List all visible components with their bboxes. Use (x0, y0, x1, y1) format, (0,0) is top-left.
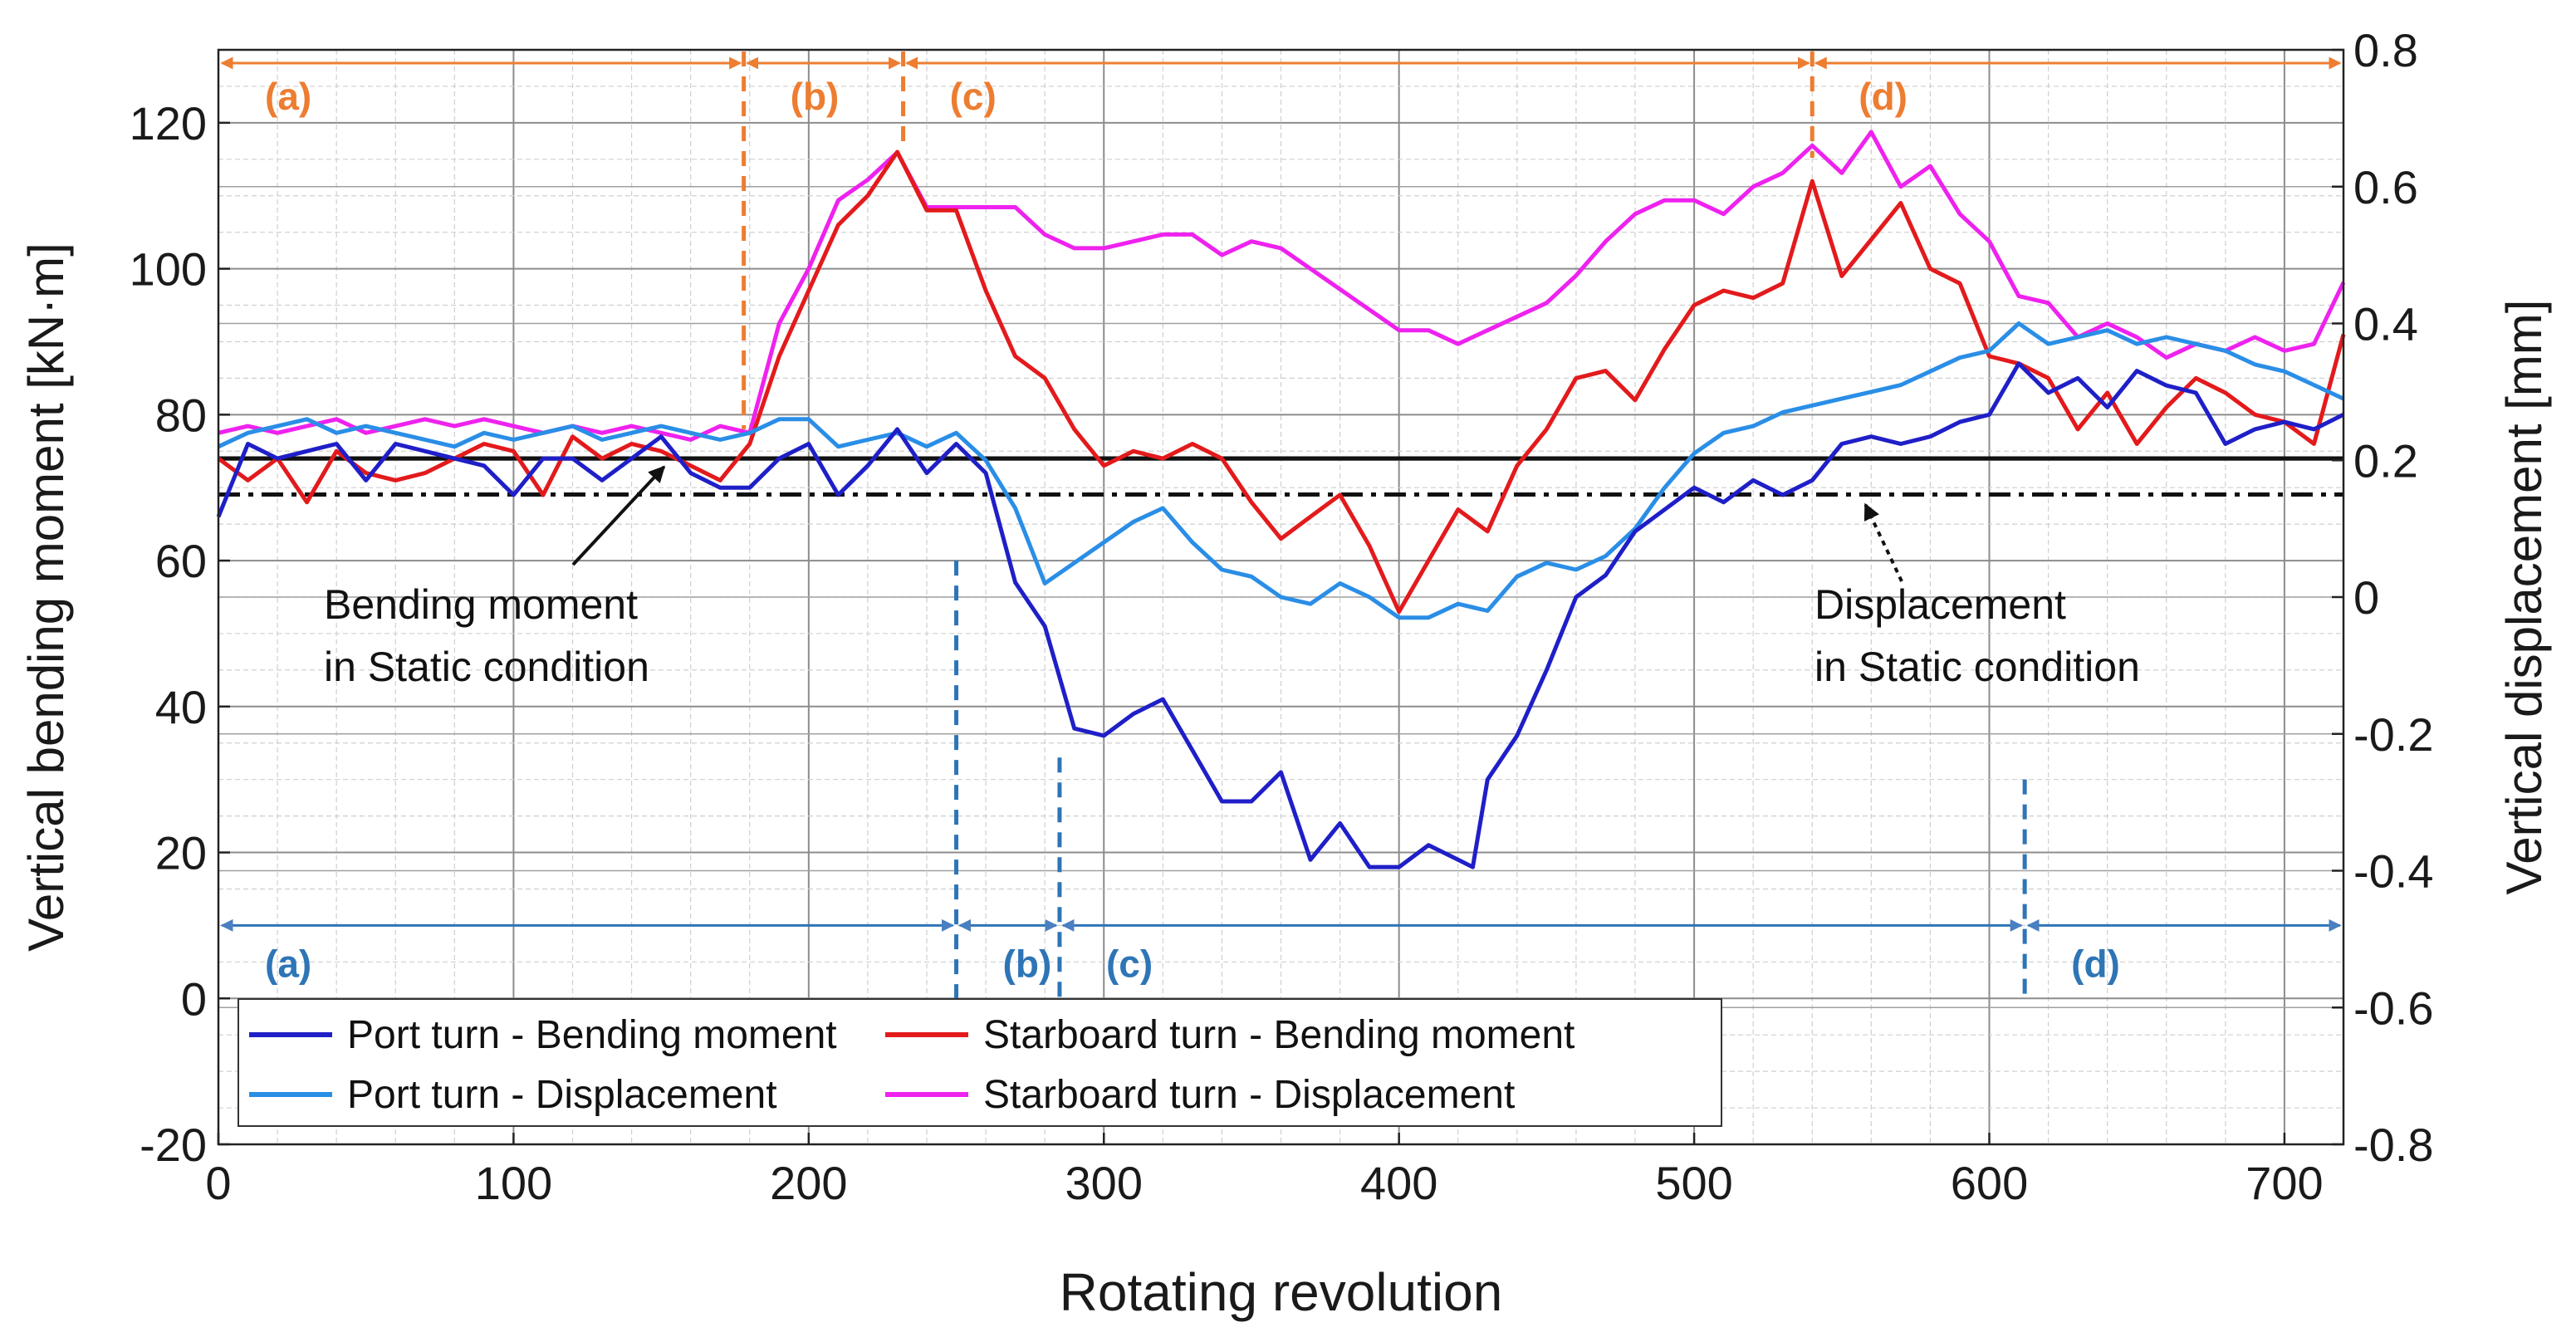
legend-label-starboard-bm: Starboard turn - Bending moment (983, 1013, 1574, 1057)
bm-static-annotation-line1: Bending moment (324, 581, 638, 628)
starboard-phase-label: (c) (950, 75, 997, 118)
y-right-tick-label: -0.8 (2353, 1119, 2434, 1171)
y-right-tick-label: 0.8 (2353, 24, 2418, 76)
right-y-axis-ticks: -0.8 -0.6 -0.4 -0.2 0 0.2 0.4 0.6 0.8 (2332, 24, 2434, 1171)
starboard-phase-label: (b) (791, 75, 840, 118)
legend: Port turn - Bending moment Starboard tur… (238, 998, 1722, 1127)
y-left-tick-label: 20 (155, 827, 207, 879)
port-phase-label: (a) (265, 942, 311, 985)
y-left-tick-label: -20 (140, 1119, 207, 1171)
starboard-phase-label: (a) (265, 75, 311, 118)
series-port-displacement (217, 321, 2345, 620)
annotations: Bending moment in Static condition Displ… (324, 465, 2140, 690)
legend-label-port-disp: Port turn - Displacement (347, 1073, 777, 1117)
y-right-tick-label: -0.2 (2353, 708, 2434, 761)
y-left-tick-label: 40 (155, 681, 207, 733)
x-tick-label: 0 (205, 1157, 231, 1209)
y-right-tick-label: 0 (2353, 571, 2379, 624)
y-left-tick-label: 100 (130, 243, 207, 296)
bm-static-annotation-line2: in Static condition (324, 644, 649, 690)
y-right-tick-label: -0.6 (2353, 982, 2434, 1034)
disp-static-annotation-line1: Displacement (1814, 581, 2066, 628)
x-tick-label: 600 (1951, 1157, 2028, 1209)
disp-static-annotation-line2: in Static condition (1814, 644, 2140, 690)
legend-box (238, 998, 1722, 1127)
starboard-phase-label: (d) (1859, 75, 1908, 118)
phase-markers: (a) (b) (c) (d) (a) (b) (c) (d) (220, 51, 2342, 999)
y-left-tick-label: 0 (181, 972, 207, 1025)
y-left-tick-label: 60 (155, 535, 207, 587)
right-y-axis-label: Vertical displacement [mm] (2496, 300, 2552, 895)
y-right-tick-label: 0.6 (2353, 161, 2418, 213)
left-y-axis-ticks: -20 0 20 40 60 80 100 120 (130, 97, 230, 1171)
series-port-bending-moment (216, 361, 2345, 869)
x-tick-label: 300 (1065, 1157, 1143, 1209)
disp-static-arrow (1863, 502, 1903, 582)
y-right-tick-label: -0.4 (2353, 845, 2434, 898)
legend-label-starboard-disp: Starboard turn - Displacement (983, 1073, 1515, 1117)
x-tick-label: 100 (475, 1157, 552, 1209)
x-tick-label: 700 (2245, 1157, 2323, 1209)
x-tick-label: 500 (1655, 1157, 1732, 1209)
bm-static-arrow (571, 465, 666, 566)
x-axis-label: Rotating revolution (1060, 1262, 1503, 1322)
port-phase-label: (d) (2071, 942, 2120, 985)
series-starboard-bending-moment (217, 149, 2346, 615)
y-right-tick-label: 0.4 (2353, 298, 2418, 350)
left-y-axis-label: Vertical bending moment [kN·m] (18, 242, 74, 952)
legend-label-port-bm: Port turn - Bending moment (347, 1013, 837, 1057)
port-phase-label: (c) (1106, 942, 1153, 985)
port-phase-label: (b) (1003, 942, 1052, 985)
x-tick-label: 200 (770, 1157, 847, 1209)
y-left-tick-label: 80 (155, 389, 207, 441)
y-right-tick-label: 0.2 (2353, 434, 2418, 487)
y-left-tick-label: 120 (130, 97, 207, 149)
series-layer (216, 130, 2346, 869)
x-axis-ticks: 0 100 200 300 400 500 600 700 (205, 1133, 2324, 1209)
x-tick-label: 400 (1360, 1157, 1437, 1209)
